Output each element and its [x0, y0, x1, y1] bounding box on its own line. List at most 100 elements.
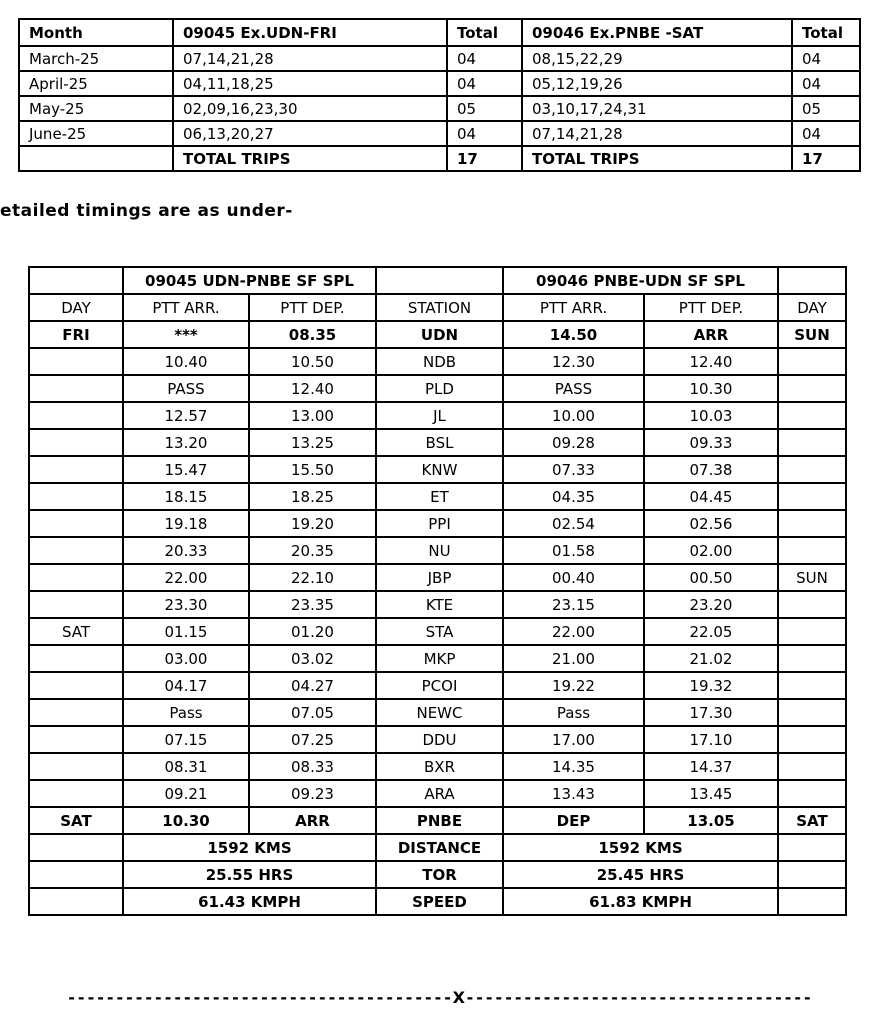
ptt-arr-right-cell: DEP: [502, 806, 645, 835]
ptt-arr-left-cell: 22.00: [122, 563, 250, 592]
ptt-dep-left-cell: 08.35: [248, 320, 377, 349]
day-right-cell: [777, 482, 847, 511]
day-left-cell: SAT: [28, 617, 124, 646]
day-left-cell: [28, 347, 124, 376]
table-row: 03.00 03.02 MKP 21.00 21.02: [28, 644, 847, 673]
day-left-cell: [28, 725, 124, 754]
ptt-dep-left-cell: 01.20: [248, 617, 377, 646]
timing-column-headers-row: DAY PTT ARR. PTT DEP. STATION PTT ARR. P…: [28, 293, 847, 322]
ptt-dep-left-cell: 22.10: [248, 563, 377, 592]
station-cell: KTE: [375, 590, 504, 619]
total-cell: 04: [791, 70, 861, 97]
day-right-cell: [777, 509, 847, 538]
station-cell: DDU: [375, 725, 504, 754]
ptt-arr-left-cell: 03.00: [122, 644, 250, 673]
col-header-ptt-dep-left: PTT DEP.: [248, 293, 377, 322]
operating-dates-cell: 04,11,18,25: [172, 70, 448, 97]
day-left-cell: FRI: [28, 320, 124, 349]
day-right-cell: [777, 374, 847, 403]
station-cell: NU: [375, 536, 504, 565]
ptt-dep-right-cell: 17.10: [643, 725, 779, 754]
ptt-arr-left-cell: 01.15: [122, 617, 250, 646]
blank-cell: [777, 833, 847, 862]
day-right-cell: SUN: [777, 320, 847, 349]
ptt-dep-right-cell: 00.50: [643, 563, 779, 592]
ptt-arr-left-cell: PASS: [122, 374, 250, 403]
ptt-dep-left-cell: 03.02: [248, 644, 377, 673]
ptt-arr-right-cell: 04.35: [502, 482, 645, 511]
header-month: Month: [18, 18, 174, 47]
ptt-arr-left-cell: 12.57: [122, 401, 250, 430]
ptt-dep-left-cell: 10.50: [248, 347, 377, 376]
station-cell: NDB: [375, 347, 504, 376]
blank-cell: [777, 266, 847, 295]
ptt-dep-right-cell: ARR: [643, 320, 779, 349]
operating-dates-cell: 06,13,20,27: [172, 120, 448, 147]
day-right-cell: [777, 698, 847, 727]
month-cell: May-25: [18, 95, 174, 122]
blank-cell: [28, 833, 124, 862]
ptt-arr-right-cell: 02.54: [502, 509, 645, 538]
ptt-dep-left-cell: 23.35: [248, 590, 377, 619]
day-left-cell: [28, 428, 124, 457]
day-right-cell: [777, 401, 847, 430]
ptt-dep-right-cell: 23.20: [643, 590, 779, 619]
table-row: 13.20 13.25 BSL 09.28 09.33: [28, 428, 847, 457]
ptt-dep-right-cell: 19.32: [643, 671, 779, 700]
total-cell: 17: [791, 145, 861, 172]
tor-right: 25.45 HRS: [502, 860, 779, 889]
day-right-cell: [777, 779, 847, 808]
ptt-dep-right-cell: 02.00: [643, 536, 779, 565]
ptt-dep-left-cell: 04.27: [248, 671, 377, 700]
ptt-arr-right-cell: 17.00: [502, 725, 645, 754]
distance-right: 1592 KMS: [502, 833, 779, 862]
speed-row: 61.43 KMPH SPEED 61.83 KMPH: [28, 887, 847, 916]
day-right-cell: [777, 725, 847, 754]
day-left-cell: [28, 509, 124, 538]
ptt-dep-left-cell: 19.20: [248, 509, 377, 538]
ptt-dep-right-cell: 07.38: [643, 455, 779, 484]
station-cell: JBP: [375, 563, 504, 592]
table-row: 18.15 18.25 ET 04.35 04.45: [28, 482, 847, 511]
speed-left: 61.43 KMPH: [122, 887, 377, 916]
total-cell: 04: [446, 120, 523, 147]
distance-row: 1592 KMS DISTANCE 1592 KMS: [28, 833, 847, 862]
table-row: 08.31 08.33 BXR 14.35 14.37: [28, 752, 847, 781]
month-cell: April-25: [18, 70, 174, 97]
total-cell: 05: [791, 95, 861, 122]
ptt-arr-left-cell: 20.33: [122, 536, 250, 565]
table-row: FRI *** 08.35 UDN 14.50 ARR SUN: [28, 320, 847, 349]
ptt-arr-right-cell: PASS: [502, 374, 645, 403]
table-row: 09.21 09.23 ARA 13.43 13.45: [28, 779, 847, 808]
table-row: 12.57 13.00 JL 10.00 10.03: [28, 401, 847, 430]
table-row: 20.33 20.35 NU 01.58 02.00: [28, 536, 847, 565]
operating-dates-cell: 03,10,17,24,31: [521, 95, 793, 122]
train-name-09045: 09045 UDN-PNBE SF SPL: [122, 266, 377, 295]
col-header-day-left: DAY: [28, 293, 124, 322]
train-names-row: 09045 UDN-PNBE SF SPL 09046 PNBE-UDN SF …: [28, 266, 847, 295]
col-header-ptt-arr-left: PTT ARR.: [122, 293, 250, 322]
ptt-dep-right-cell: 14.37: [643, 752, 779, 781]
day-right-cell: [777, 536, 847, 565]
ptt-dep-right-cell: 09.33: [643, 428, 779, 457]
col-header-ptt-arr-right: PTT ARR.: [502, 293, 645, 322]
footer-divider: ----------------------------------------…: [68, 988, 814, 1007]
station-cell: JL: [375, 401, 504, 430]
ptt-arr-right-cell: 01.58: [502, 536, 645, 565]
ptt-arr-right-cell: 09.28: [502, 428, 645, 457]
header-train-09045: 09045 Ex.UDN-FRI: [172, 18, 448, 47]
day-right-cell: [777, 347, 847, 376]
speed-right: 61.83 KMPH: [502, 887, 779, 916]
station-cell: ET: [375, 482, 504, 511]
ptt-dep-left-cell: 15.50: [248, 455, 377, 484]
ptt-dep-right-cell: 10.03: [643, 401, 779, 430]
ptt-dep-left-cell: 12.40: [248, 374, 377, 403]
month-cell: March-25: [18, 45, 174, 72]
station-cell: STA: [375, 617, 504, 646]
blank-cell: [28, 266, 124, 295]
day-left-cell: [28, 563, 124, 592]
ptt-dep-right-cell: 13.05: [643, 806, 779, 835]
ptt-dep-right-cell: 21.02: [643, 644, 779, 673]
station-cell: MKP: [375, 644, 504, 673]
station-cell: KNW: [375, 455, 504, 484]
